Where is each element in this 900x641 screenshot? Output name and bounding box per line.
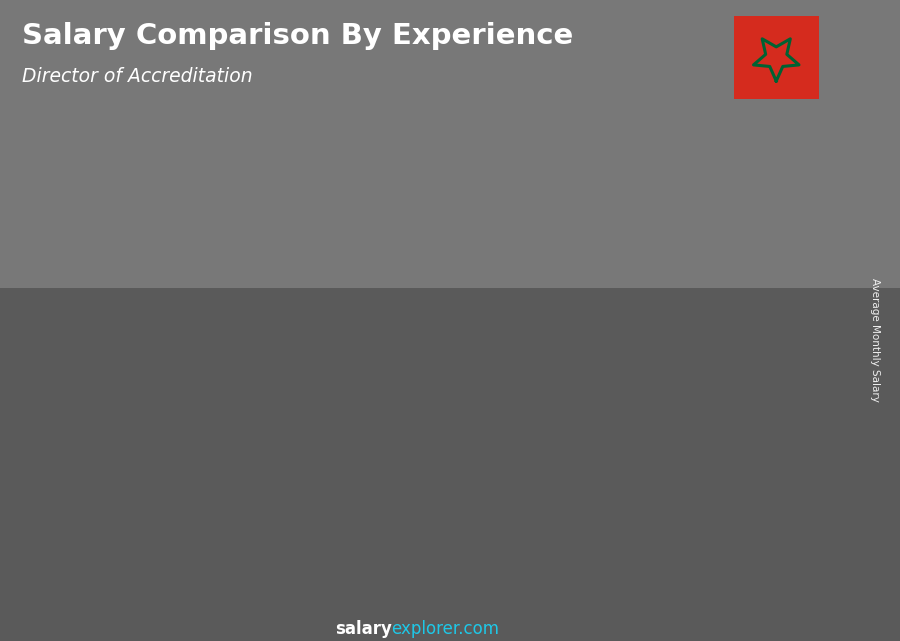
Bar: [336, 303, 343, 564]
Bar: [148, 424, 156, 564]
Bar: [0, 0, 900, 288]
Bar: [590, 223, 597, 564]
Bar: [209, 365, 216, 564]
Bar: [743, 190, 765, 564]
Text: Salary Comparison By Experience: Salary Comparison By Experience: [22, 22, 574, 51]
Text: salary: salary: [335, 620, 392, 638]
Bar: [489, 244, 511, 564]
Bar: [403, 303, 410, 564]
Text: 39,100 MAD: 39,100 MAD: [579, 201, 663, 215]
Bar: [464, 244, 537, 564]
Text: 29,900 MAD: 29,900 MAD: [324, 281, 410, 296]
Bar: [616, 223, 638, 564]
Text: explorer.com: explorer.com: [392, 620, 500, 638]
Text: +42%: +42%: [139, 297, 195, 315]
Bar: [0, 288, 900, 641]
Text: +31%: +31%: [266, 235, 322, 253]
Bar: [785, 190, 791, 564]
Text: 42,900 MAD: 42,900 MAD: [706, 168, 790, 182]
Text: Director of Accreditation: Director of Accreditation: [22, 67, 253, 87]
Bar: [108, 424, 130, 564]
Text: 36,800 MAD: 36,800 MAD: [451, 221, 536, 235]
Bar: [657, 223, 664, 564]
Bar: [717, 190, 725, 564]
Text: 22,800 MAD: 22,800 MAD: [197, 344, 282, 358]
Bar: [82, 424, 88, 564]
Text: +23%: +23%: [393, 175, 449, 193]
Text: +10%: +10%: [647, 122, 704, 140]
Text: Average Monthly Salary: Average Monthly Salary: [870, 278, 880, 402]
Bar: [235, 365, 256, 564]
Bar: [209, 365, 283, 564]
Bar: [464, 244, 470, 564]
Bar: [362, 303, 384, 564]
Bar: [717, 190, 791, 564]
Bar: [82, 424, 156, 564]
Bar: [530, 244, 537, 564]
Text: 16,100 MAD: 16,100 MAD: [69, 402, 155, 416]
Bar: [590, 223, 664, 564]
Bar: [336, 303, 410, 564]
Bar: [276, 365, 283, 564]
Text: +6%: +6%: [526, 155, 571, 173]
